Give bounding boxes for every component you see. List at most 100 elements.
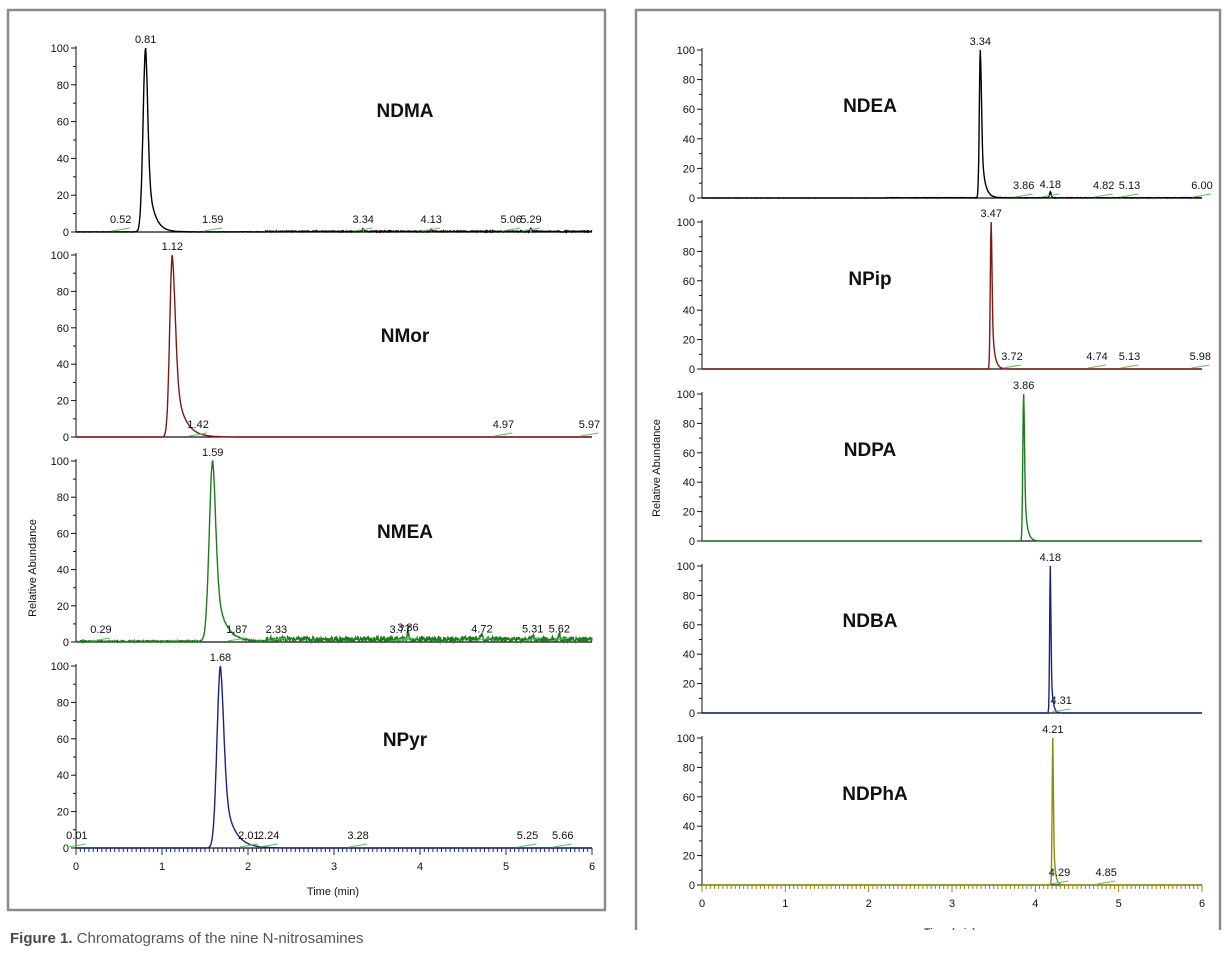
integration-mark-npyr	[67, 843, 86, 848]
integration-mark-npip	[1087, 364, 1107, 369]
peak-rt-label-npyr: 5.25	[517, 830, 538, 842]
y-tick-label-npyr: 60	[57, 734, 69, 746]
y-tick-label-ndpha: 80	[683, 762, 695, 774]
peak-rt-label-ndma: 4.13	[420, 214, 441, 226]
caption-label: Figure 1.	[10, 930, 73, 947]
y-tick-label-ndea: 0	[689, 193, 695, 205]
integration-mark-ndma	[422, 227, 441, 232]
y-tick-label-npip: 0	[689, 364, 695, 376]
integration-mark-ndea	[1192, 193, 1212, 198]
y-tick-label-npyr: 80	[57, 697, 69, 709]
peak-rt-label-ndea: 5.13	[1119, 180, 1140, 192]
peak-rt-label-nmor: 4.97	[493, 419, 514, 431]
peak-rt-label-nmea: 2.33	[266, 624, 287, 636]
peak-rt-label-nmor: 1.12	[162, 241, 183, 253]
integration-mark-npip	[1120, 364, 1139, 369]
integration-mark-nmea	[267, 637, 286, 642]
peak-rt-label-npip: 5.13	[1119, 351, 1140, 363]
integration-mark-nmea	[398, 637, 418, 642]
peak-rt-label-ndma: 5.06	[500, 214, 521, 226]
peak-rt-label-nmea: 0.29	[90, 624, 111, 636]
peak-rt-label-ndea: 6.00	[1191, 180, 1212, 192]
peak-rt-label-nmor: 5.97	[579, 419, 600, 431]
y-tick-label-ndpa: 0	[689, 536, 695, 548]
trace-nmor	[76, 254, 592, 438]
y-tick-label-nmea: 20	[57, 601, 69, 613]
peak-rt-label-ndba: 4.31	[1050, 695, 1071, 707]
y-tick-label-nmor: 20	[57, 396, 69, 408]
y-tick-label-ndea: 20	[683, 163, 695, 175]
y-tick-label-ndma: 40	[57, 153, 69, 165]
y-axis-label-right: Relative Abundance	[651, 419, 663, 517]
compound-name-ndea: NDEA	[843, 96, 897, 117]
integration-mark-nmor	[494, 432, 513, 437]
integration-mark-npyr	[239, 843, 258, 848]
integration-mark-nmea	[227, 637, 246, 642]
integration-mark-ndma	[111, 227, 130, 232]
integration-mark-ndea	[1094, 193, 1113, 198]
x-tick-label-ndpha: 5	[1116, 898, 1122, 910]
compound-name-ndba: NDBA	[843, 611, 898, 632]
y-tick-label-npyr: 0	[63, 843, 69, 855]
integration-mark-ndpha	[1097, 880, 1116, 885]
compound-name-nmea: NMEA	[377, 522, 433, 543]
y-tick-label-ndpa: 20	[683, 507, 695, 519]
x-tick-label-npyr: 4	[417, 861, 423, 873]
integration-mark-npyr	[259, 843, 278, 848]
peak-rt-label-npip: 5.98	[1190, 351, 1211, 363]
left-panel-frame	[6, 8, 607, 912]
integration-mark-ndma	[521, 227, 541, 232]
y-tick-label-ndma: 20	[57, 190, 69, 202]
integration-mark-ndea	[1041, 193, 1060, 198]
y-tick-label-ndma: 60	[57, 117, 69, 129]
x-tick-label-npyr: 0	[73, 861, 79, 873]
peak-rt-label-npyr: 1.68	[210, 652, 231, 664]
x-tick-label-ndpha: 4	[1032, 898, 1038, 910]
integration-mark-ndea	[1014, 193, 1033, 198]
peak-rt-label-npyr: 5.66	[552, 830, 573, 842]
y-tick-label-nmea: 80	[57, 492, 69, 504]
y-tick-label-nmea: 60	[57, 528, 69, 540]
peak-rt-label-npyr: 0.01	[66, 830, 87, 842]
caption-text: Chromatograms of the nine N-nitrosamines	[72, 930, 364, 947]
integration-mark-ndpha	[1050, 880, 1069, 885]
integration-mark-nmor	[189, 432, 208, 437]
y-tick-label-ndea: 40	[683, 134, 695, 146]
y-tick-label-npyr: 100	[51, 661, 69, 673]
x-tick-label-ndpha: 3	[949, 898, 955, 910]
y-tick-label-ndba: 40	[683, 649, 695, 661]
integration-mark-npyr	[348, 843, 368, 848]
peak-rt-label-ndpha: 4.21	[1042, 724, 1063, 736]
integration-mark-npip	[1191, 364, 1210, 369]
y-tick-label-ndpha: 100	[677, 733, 695, 745]
y-tick-label-ndpa: 60	[683, 448, 695, 460]
integration-mark-nmea	[523, 637, 542, 642]
y-tick-label-nmea: 100	[51, 456, 69, 468]
peak-rt-label-ndpha: 4.85	[1095, 867, 1116, 879]
integration-mark-npyr	[553, 843, 572, 848]
peak-rt-label-ndea: 4.18	[1040, 179, 1061, 191]
y-tick-label-npip: 40	[683, 305, 695, 317]
peak-rt-label-ndea: 4.82	[1093, 180, 1114, 192]
integration-mark-ndba	[1052, 708, 1071, 713]
peak-rt-label-ndpa: 3.86	[1013, 380, 1034, 392]
x-tick-label-npyr: 1	[159, 861, 165, 873]
x-tick-label-npyr: 2	[245, 861, 251, 873]
peak-rt-label-npyr: 3.28	[347, 830, 368, 842]
peak-rt-label-ndma: 0.52	[110, 214, 131, 226]
trace-ndma	[76, 47, 593, 234]
peak-rt-label-ndba: 4.18	[1040, 552, 1061, 564]
peak-rt-label-ndea: 3.34	[970, 36, 991, 48]
peak-rt-label-ndpha: 4.29	[1049, 867, 1070, 879]
y-tick-label-ndpa: 100	[677, 389, 695, 401]
compound-name-ndpha: NDPhA	[842, 784, 908, 805]
y-tick-label-ndpha: 40	[683, 821, 695, 833]
compound-name-ndpa: NDPA	[844, 440, 897, 461]
x-tick-label-ndpha: 1	[782, 898, 788, 910]
y-tick-label-ndpha: 20	[683, 851, 695, 863]
integration-mark-nmea	[550, 637, 569, 642]
peak-rt-label-nmea: 1.59	[202, 447, 223, 459]
integration-mark-ndma	[502, 227, 521, 232]
peak-rt-label-npip: 3.47	[980, 208, 1001, 220]
